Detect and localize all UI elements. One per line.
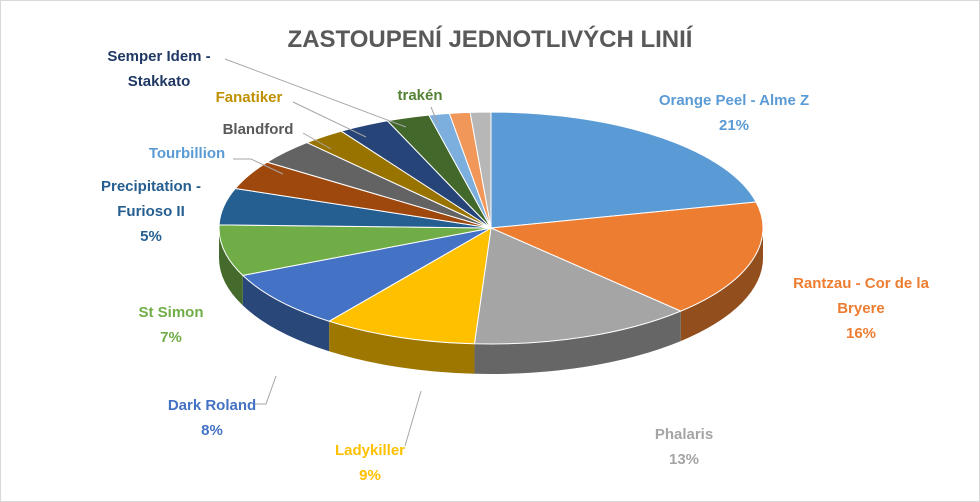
data-label-name-semper-idem-stakkato: Semper Idem -: [107, 48, 210, 65]
data-label-value-rantzau-cor-de-la-bryere: 16%: [846, 325, 876, 342]
leader-line-semper-idem-stakkato: [224, 58, 407, 128]
data-label-name-blandford: Blandford: [223, 121, 294, 138]
chart-title: ZASTOUPENÍ JEDNOTLIVÝCH LINIÍ: [288, 25, 694, 53]
pie-slice-slice: [469, 111, 492, 229]
data-label-st-simon: St Simon 7%: [138, 304, 203, 346]
data-label-value-dark-roland: 8%: [201, 422, 223, 439]
pie-sides: [219, 228, 763, 374]
data-label-name-dark-roland: Dark Roland: [168, 397, 256, 414]
data-label-phalaris: Phalaris 13%: [655, 426, 713, 468]
data-labels: Orange Peel - Alme Z 21% Rantzau - Cor de …: [101, 48, 930, 484]
pie-tops: [218, 111, 764, 345]
data-label-traken: trakén: [397, 87, 442, 104]
pie-side-phalaris: [474, 311, 681, 374]
pie-side-rantzau-cor-de-la-bryere: [680, 228, 763, 342]
data-label-semper-idem-stakkato: Semper Idem - Stakkato: [107, 48, 210, 90]
leader-lines: [224, 58, 439, 447]
data-label-name-rantzau-cor-de-la-bryere: Rantzau - Cor de la: [793, 275, 930, 292]
leader-line-traken: [430, 106, 439, 125]
data-label-name-semper-idem-stakkato: Stakkato: [128, 73, 191, 90]
pie-side-st-simon: [219, 228, 243, 306]
data-label-value-phalaris: 13%: [669, 451, 699, 468]
pie-slice-rantzau-cor-de-la-bryere: [489, 201, 764, 312]
data-label-name-orange-peel-alme-z: Orange Peel - Alme Z: [659, 92, 809, 109]
data-label-name-precipitation-furioso-ii: Furioso II: [117, 203, 185, 220]
data-label-value-ladykiller: 9%: [359, 467, 381, 484]
pie-side-ladykiller: [329, 321, 475, 374]
leader-line-fanatiker: [292, 101, 367, 138]
data-label-dark-roland: Dark Roland 8%: [168, 397, 256, 439]
data-label-ladykiller: Ladykiller 9%: [335, 442, 405, 484]
data-label-value-st-simon: 7%: [160, 329, 182, 346]
pie-slice-st-simon: [218, 224, 492, 276]
data-label-precipitation-furioso-ii: Precipitation - Furioso II 5%: [101, 178, 201, 245]
data-label-fanatiker: Fanatiker: [216, 89, 283, 106]
leader-line-blandford: [302, 132, 332, 150]
leader-line-dark-roland: [255, 375, 277, 405]
pie-slice-ladykiller: [327, 227, 492, 345]
data-label-tourbillion: Tourbillion: [149, 145, 225, 162]
leader-line-tourbillion: [233, 158, 284, 175]
data-label-name-traken: trakén: [397, 87, 442, 104]
data-label-name-precipitation-furioso-ii: Precipitation -: [101, 178, 201, 195]
pie-slice-phalaris: [473, 227, 682, 345]
data-label-name-fanatiker: Fanatiker: [216, 89, 283, 106]
data-label-value-precipitation-furioso-ii: 5%: [140, 228, 162, 245]
data-label-value-orange-peel-alme-z: 21%: [719, 117, 749, 134]
data-label-name-phalaris: Phalaris: [655, 426, 713, 443]
data-label-blandford: Blandford: [223, 121, 294, 138]
data-label-orange-peel-alme-z: Orange Peel - Alme Z 21%: [659, 92, 809, 134]
data-label-name-rantzau-cor-de-la-bryere: Bryere: [837, 300, 885, 317]
data-label-name-ladykiller: Ladykiller: [335, 442, 405, 459]
data-label-name-tourbillion: Tourbillion: [149, 145, 225, 162]
pie-slice-orange-peel-alme-z: [490, 111, 757, 229]
leader-line-ladykiller: [404, 390, 422, 447]
pie-side-dark-roland: [242, 275, 330, 352]
data-label-name-st-simon: St Simon: [138, 304, 203, 321]
pie-slice-dark-roland: [241, 227, 492, 322]
data-label-rantzau-cor-de-la-bryere: Rantzau - Cor de la Bryere 16%: [793, 275, 930, 342]
